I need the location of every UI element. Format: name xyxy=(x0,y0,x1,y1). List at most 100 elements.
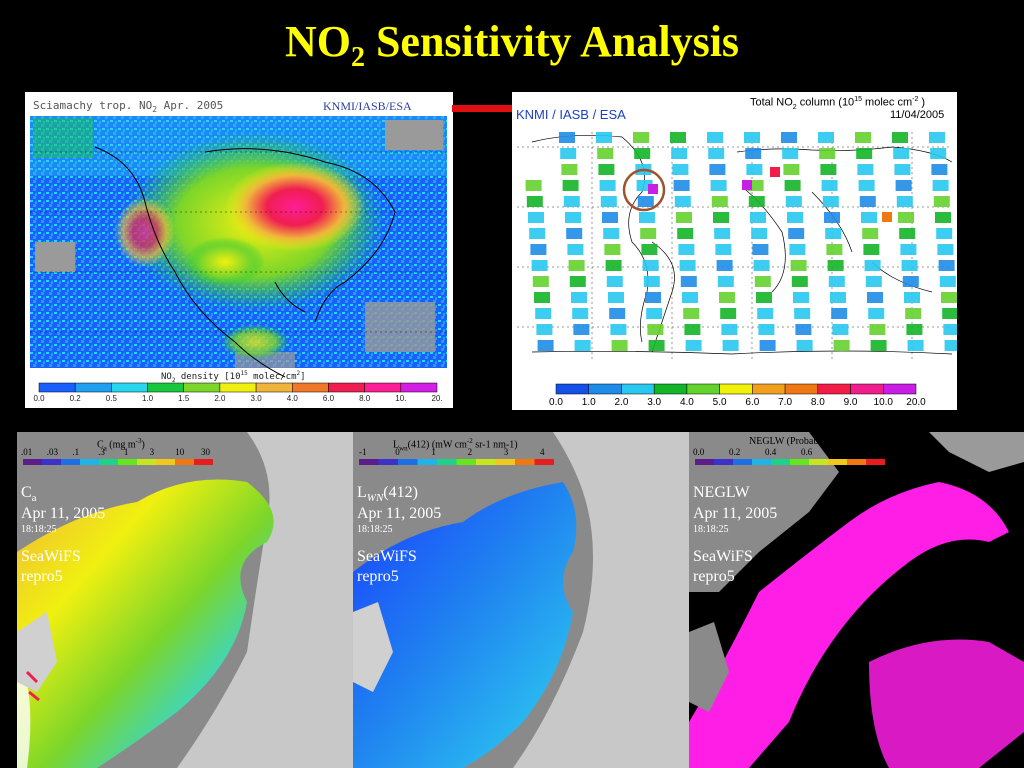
colorbar-swatch xyxy=(61,459,81,465)
swath-segment xyxy=(905,308,922,319)
swath-segment xyxy=(574,340,591,351)
swath-segment xyxy=(827,260,844,271)
swath-segment xyxy=(571,292,587,303)
colorbar-swatch xyxy=(80,459,100,465)
swath-segment xyxy=(639,212,655,223)
swath-segment xyxy=(608,292,624,303)
chlorophyll-date: Apr 11, 2005 xyxy=(21,505,106,522)
slide-title: NO2 Sensitivity Analysis xyxy=(0,14,1024,73)
swath-segment xyxy=(673,180,690,191)
colorbar-swatch xyxy=(398,459,418,465)
swath-segment xyxy=(894,164,911,175)
swath-segment xyxy=(609,308,626,319)
colorbar-tick-label: 0.2 xyxy=(729,447,741,457)
colorbar-tick-label: 0.0 xyxy=(693,447,705,457)
swath-segment xyxy=(637,196,654,207)
swath-segment xyxy=(634,148,651,159)
total-no2-colorbar xyxy=(555,383,917,395)
swath-segment xyxy=(719,292,735,303)
title-subscript: 2 xyxy=(350,42,365,73)
colorbar-swatch xyxy=(771,459,791,465)
colorbar-swatch xyxy=(809,459,829,465)
swath-segment xyxy=(820,164,837,175)
swath-segment xyxy=(744,132,760,143)
swath-segment xyxy=(710,180,727,191)
neglw-date: Apr 11, 2005 xyxy=(693,505,778,522)
sciamachy-colorbar-swatch xyxy=(38,382,76,393)
chlorophyll-time: 18:18:25 xyxy=(21,524,57,535)
colorbar-swatch xyxy=(790,459,810,465)
sciamachy-tick-0: 0.0 xyxy=(33,394,45,403)
sciamachy-colorbar-swatch xyxy=(364,382,402,393)
swath-hotspot xyxy=(742,180,752,190)
swath-segment xyxy=(596,132,612,143)
swath-segment xyxy=(597,148,614,159)
sciamachy-colorbar-swatch xyxy=(328,382,365,393)
swath-segment xyxy=(794,308,811,319)
swath-segment xyxy=(643,276,660,287)
total-no2-map: KNMI / IASB / ESA Total NO2 column (1015… xyxy=(512,92,957,410)
swath-segment xyxy=(671,148,688,159)
total-no2-tick-8: 8.0 xyxy=(810,397,825,408)
colorbar-swatch xyxy=(495,459,516,465)
lwn412-colorbar xyxy=(359,459,554,465)
sciamachy-tick-3: 1.0 xyxy=(141,394,154,403)
colorbar-swatch xyxy=(378,459,399,465)
sciamachy-tick-5: 2.0 xyxy=(214,394,226,403)
colorbar-tick-label: -1 xyxy=(359,447,367,457)
neglw-param: NEGLW xyxy=(693,484,750,501)
swath-segment xyxy=(528,212,544,223)
lwn412-colorbar-title: Lwn(412) (mW cm-2 sr-1 nm-1) xyxy=(393,437,518,453)
total-no2-colorbar-swatch xyxy=(555,383,589,395)
colorbar-tick-label: 3 xyxy=(149,447,155,457)
colorbar-tick-label: 0.4 xyxy=(765,447,777,457)
swath-segment xyxy=(684,324,701,335)
swath-segment xyxy=(896,196,913,207)
swath-segment xyxy=(599,180,616,191)
colorbar-tick-label: .01 xyxy=(21,447,33,457)
chlorophyll-colorbar-title: Ca (mg m-3) xyxy=(97,437,145,453)
colorbar-swatch xyxy=(359,459,379,465)
total-no2-tick-10: 10.0 xyxy=(873,397,893,408)
sciamachy-tick-11: 20. xyxy=(431,394,443,403)
swath-segment xyxy=(935,212,951,223)
swath-segment xyxy=(645,292,661,303)
neglw-colorbar-title: NEGLW (Probability) xyxy=(749,436,838,447)
swath-segment xyxy=(790,260,807,271)
swath-segment xyxy=(680,276,697,287)
swath-segment xyxy=(943,324,957,335)
swath-segment xyxy=(565,212,581,223)
swath-segment xyxy=(754,276,771,287)
colorbar-tick-label: .1 xyxy=(72,447,80,457)
swath-segment xyxy=(716,260,733,271)
swath-segment xyxy=(603,228,620,239)
swath-segment xyxy=(870,340,887,351)
swath-segment xyxy=(568,260,585,271)
swath-segment xyxy=(898,212,914,223)
swath-segment xyxy=(748,196,765,207)
swath-segment xyxy=(830,292,846,303)
total-no2-tick-7: 7.0 xyxy=(778,397,793,408)
chlorophyll-colorbar xyxy=(23,459,213,465)
swath-segment xyxy=(932,180,949,191)
neglw-image xyxy=(689,432,1024,768)
swath-segment xyxy=(721,324,738,335)
swath-segment xyxy=(832,324,849,335)
swath-segment xyxy=(868,308,885,319)
colorbar-tick-label: 0.6 xyxy=(801,447,813,457)
total-no2-colorbar-swatch xyxy=(784,383,819,395)
total-no2-date: 11/04/2005 xyxy=(890,109,945,121)
total-no2-tick-4: 4.0 xyxy=(679,397,694,408)
swath-segment xyxy=(747,180,764,191)
colorbar-swatch xyxy=(156,459,176,465)
swath-segment xyxy=(824,212,840,223)
swath-segment xyxy=(930,148,947,159)
colorbar-swatch xyxy=(99,459,119,465)
sciamachy-credit: KNMI/IASB/ESA xyxy=(323,99,412,113)
colorbar-tick-label: 0.8 xyxy=(837,447,849,457)
swath-segment xyxy=(670,132,686,143)
swath-segment xyxy=(752,244,769,255)
swath-segment xyxy=(944,340,957,351)
total-no2-tick-6: 6.0 xyxy=(745,397,760,408)
colorbar-tick-label: 3 xyxy=(503,447,509,457)
